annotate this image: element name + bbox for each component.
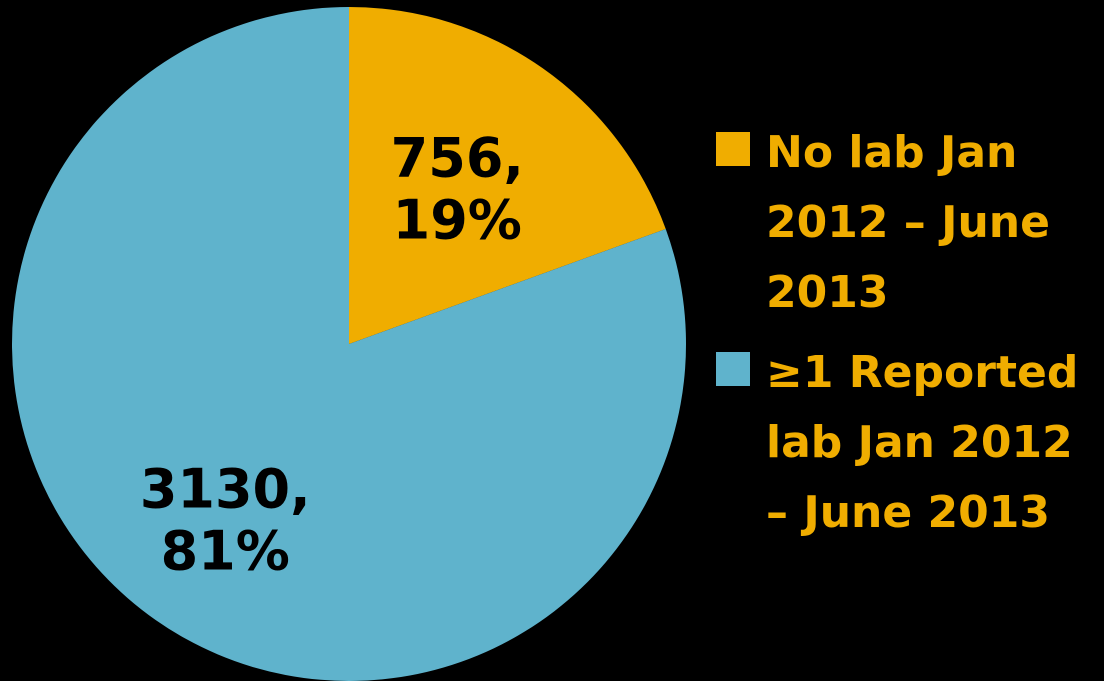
pie-slice-0 xyxy=(349,7,666,344)
legend-swatch-reported-lab xyxy=(716,352,750,386)
slice-label-line: 81% xyxy=(161,520,290,583)
chart-legend: No lab Jan 2012 – June 2013 ≥1 Reported … xyxy=(716,118,1104,558)
legend-item-no-lab: No lab Jan 2012 – June 2013 xyxy=(716,118,1104,328)
legend-label-reported-lab: ≥1 Reported lab Jan 2012 – June 2013 xyxy=(766,347,1079,538)
slice-label-line: 19% xyxy=(393,188,522,251)
legend-item-reported-lab: ≥1 Reported lab Jan 2012 – June 2013 xyxy=(716,338,1104,548)
slice-label-line: 3130, xyxy=(140,458,311,521)
slice-label-line: 756, xyxy=(391,126,524,189)
slice-label-1: 3130, 81% xyxy=(140,458,311,583)
pie-chart: 756, 19% 3130, 81% xyxy=(12,7,687,681)
legend-label-no-lab: No lab Jan 2012 – June 2013 xyxy=(766,127,1050,318)
pie-slice-1 xyxy=(12,7,687,681)
slice-label-0: 756, 19% xyxy=(391,126,524,251)
legend-swatch-no-lab xyxy=(716,132,750,166)
